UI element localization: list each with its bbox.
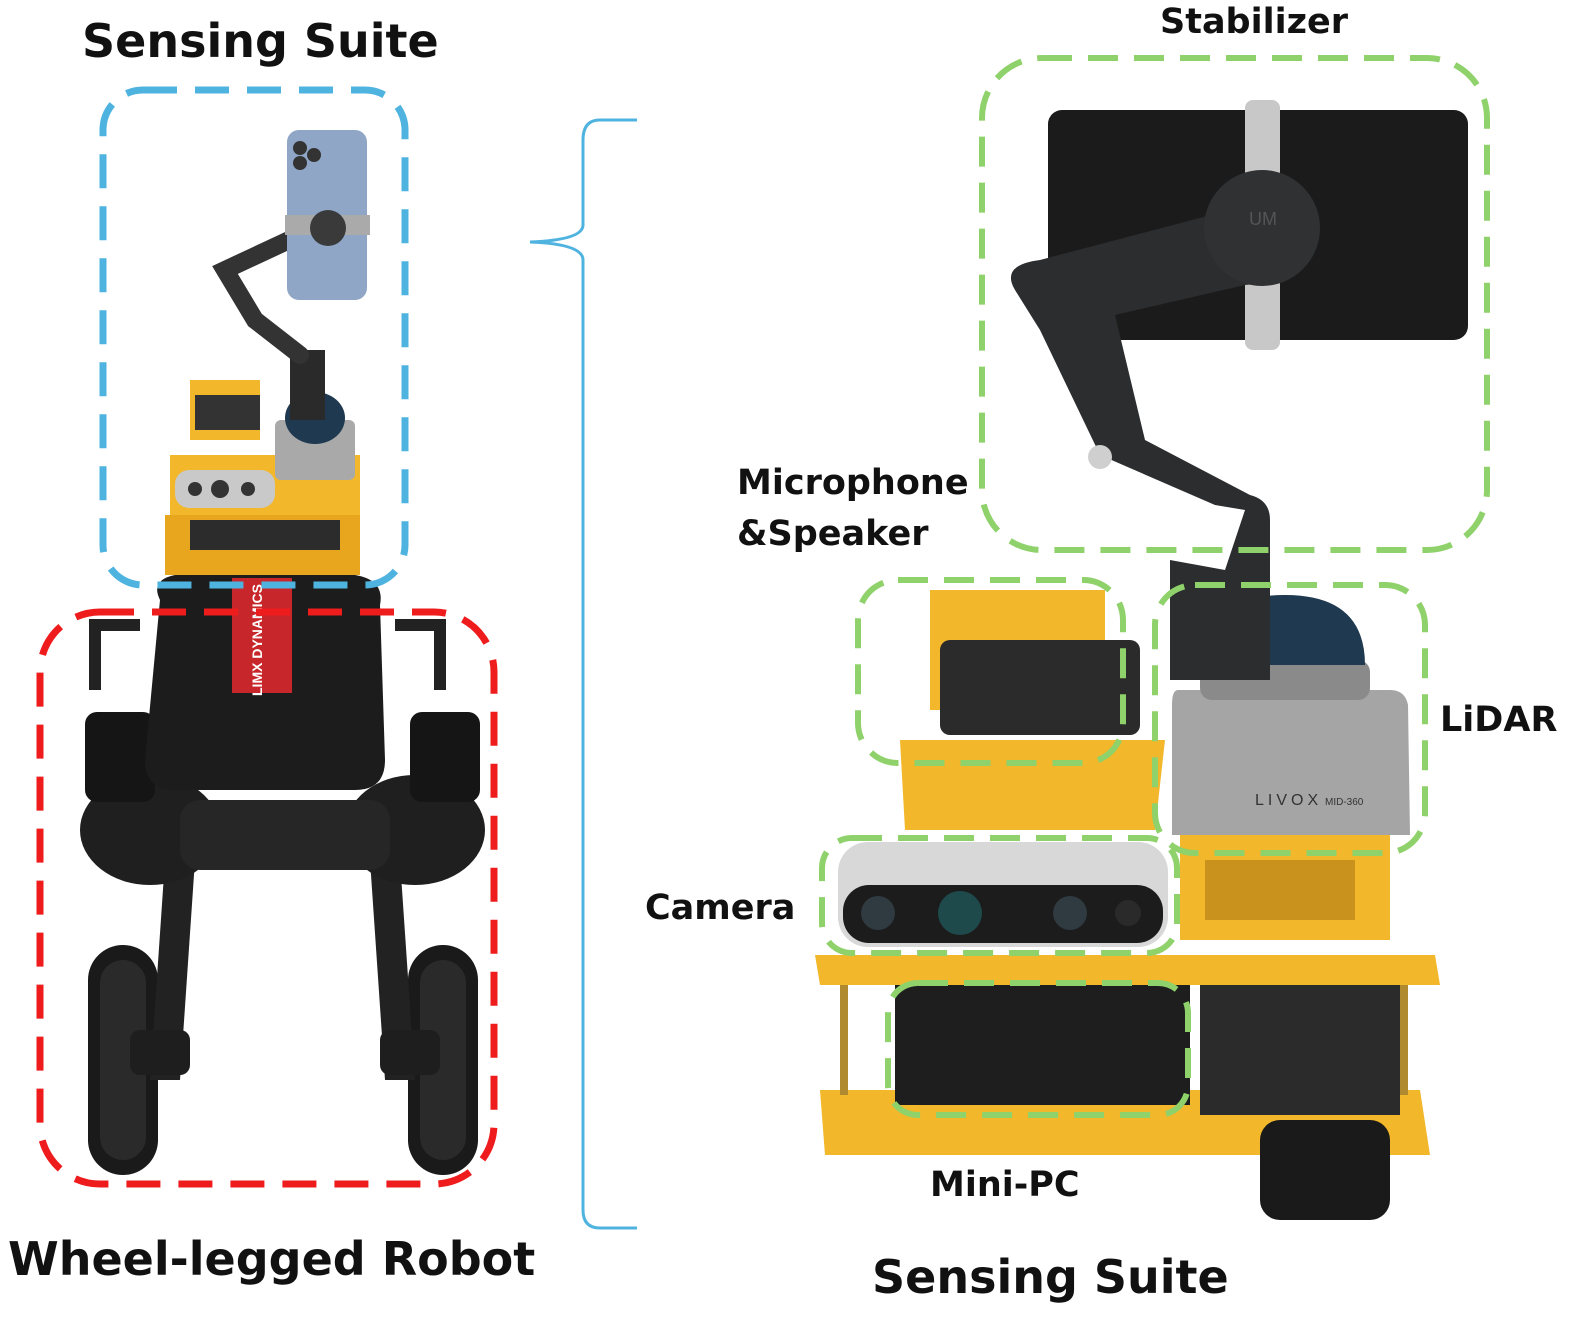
microphone-speaker-box: [855, 577, 1126, 766]
lidar-label: LiDAR: [1440, 700, 1558, 740]
gimbal-brand-text: UM: [1249, 209, 1277, 229]
depth-camera: [838, 842, 1168, 947]
stabilizer-device: UM: [1010, 100, 1468, 681]
left-wheel: [88, 945, 158, 1175]
left-bottom-title: Wheel-legged Robot: [8, 1232, 536, 1286]
small-gimbal: [212, 130, 370, 420]
right-bottom-title: Sensing Suite: [872, 1250, 1229, 1304]
frame: [815, 590, 1440, 1220]
small-suite: [165, 380, 360, 575]
zoom-bracket: [529, 118, 637, 1230]
camera-box: [819, 835, 1180, 956]
lidar-model-text: MID-360: [1325, 797, 1364, 808]
stabilizer-label: Stabilizer: [1160, 2, 1348, 42]
sensing-suite-box: [99, 86, 409, 589]
robot-hips: [80, 712, 485, 885]
mini-pc-box: [885, 980, 1191, 1118]
lidar-brand-text: LIVOX: [1255, 792, 1322, 809]
lidar-box: [1152, 582, 1428, 856]
camera-label: Camera: [645, 888, 796, 928]
left-top-title: Sensing Suite: [82, 14, 439, 68]
right-leg: [370, 860, 415, 1080]
speaker-label: &Speaker: [737, 514, 929, 554]
wheel-legged-robot-box: [36, 608, 498, 1188]
left-leg: [150, 860, 195, 1080]
microphone-label: Microphone: [737, 463, 969, 503]
limx-badge: [232, 578, 292, 693]
mini-pc-label: Mini-PC: [930, 1165, 1080, 1205]
badge-text: LIMX DYNAMICS: [249, 584, 265, 696]
stabilizer-box: [979, 55, 1490, 553]
right-wheel: [408, 945, 478, 1175]
